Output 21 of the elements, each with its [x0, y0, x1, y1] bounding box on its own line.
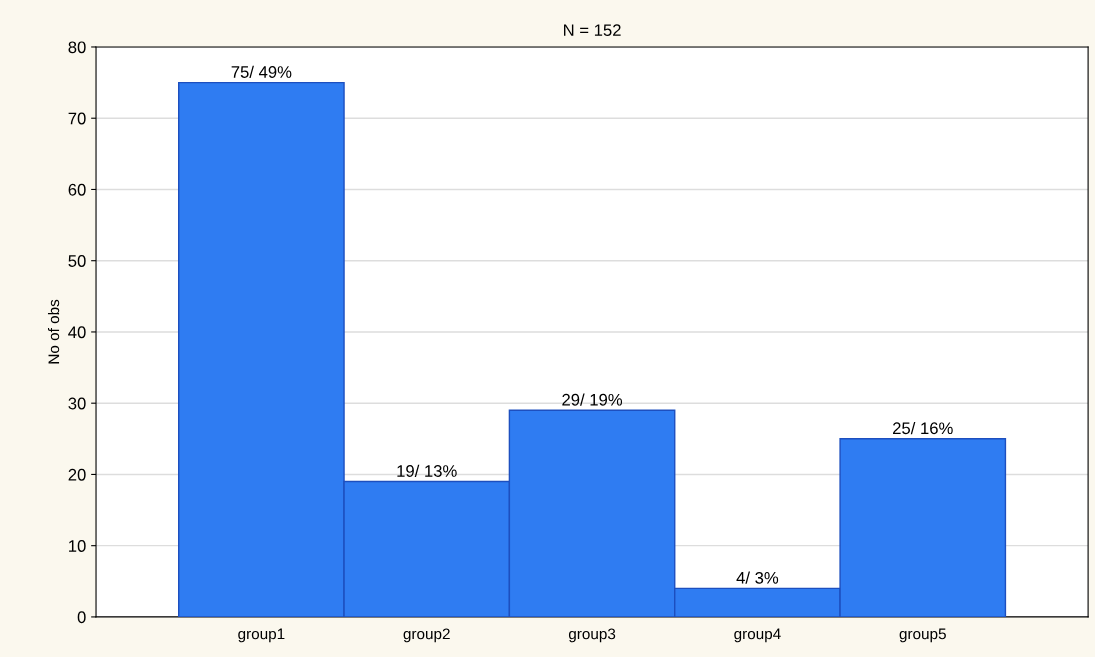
chart-title: N = 152 — [564, 24, 621, 37]
x-tick-label: group4 — [734, 628, 781, 643]
y-tick-label: 0 — [77, 611, 86, 624]
x-tick-label: group5 — [899, 628, 946, 643]
data-label: 75/ 49% — [231, 65, 292, 78]
y-tick-label: 50 — [68, 255, 86, 267]
y-tick-label: 40 — [68, 326, 86, 339]
x-tick-label: group1 — [238, 628, 285, 643]
data-label: 25/ 16% — [893, 421, 953, 435]
data-label: 29/ 19% — [562, 393, 623, 406]
y-tick-label: 30 — [68, 397, 86, 410]
y-tick-label: 20 — [68, 468, 86, 481]
y-tick-label: 70 — [68, 112, 86, 125]
y-tick-label: 10 — [69, 540, 86, 552]
data-label: 4/ 3% — [736, 571, 779, 584]
data-label: 19/ 13% — [397, 464, 457, 477]
x-tick-label: group3 — [568, 628, 616, 643]
x-tick-label: group2 — [403, 628, 450, 643]
y-tick-label: 60 — [68, 183, 86, 196]
y-tick-label: 80 — [68, 41, 86, 54]
y-axis-title: No of obs — [47, 299, 60, 364]
